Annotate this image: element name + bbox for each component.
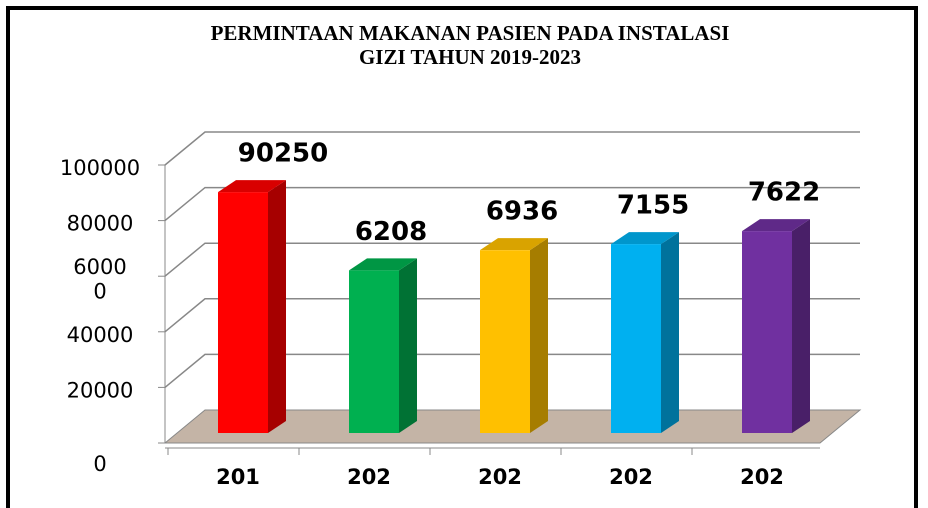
y-tick-label: 80000: [67, 212, 134, 236]
bar-side: [661, 232, 679, 433]
chart-frame: [6, 6, 918, 508]
x-tick-label: 202: [740, 465, 784, 489]
chart-title: PERMINTAAN MAKANAN PASIEN PADA INSTALASI…: [211, 21, 730, 69]
x-tick-label: 202: [347, 465, 391, 489]
x-tick-label: 202: [478, 465, 522, 489]
bar-top: [742, 219, 810, 232]
y-tick-label: 0: [93, 452, 106, 476]
value-label: 7155: [617, 191, 689, 221]
bar-top: [480, 238, 548, 251]
bar: [218, 192, 268, 433]
bar-side: [792, 219, 810, 433]
y-tick-label: 40000: [67, 323, 134, 347]
bar: [349, 270, 399, 433]
bar-top: [349, 258, 417, 271]
grid-line: [164, 186, 860, 222]
bar: [480, 250, 530, 433]
y-tick-label: 20000: [67, 378, 134, 402]
grid-line: [164, 131, 860, 166]
bar-side: [399, 258, 417, 433]
bar-top: [218, 180, 286, 193]
x-tick-label: 202: [609, 465, 653, 489]
y-tick-label: 6000 0: [73, 255, 126, 303]
x-tick-label: 201: [216, 465, 260, 489]
value-label: 6208: [355, 217, 427, 247]
bar: [742, 231, 792, 433]
y-tick-label: 100000: [60, 156, 140, 180]
bar-side: [268, 180, 286, 433]
value-label: 7622: [748, 178, 820, 208]
value-label: 90250: [238, 139, 328, 169]
bar: [611, 244, 661, 433]
bar-top: [611, 232, 679, 245]
value-label: 6936: [486, 197, 558, 227]
bar-side: [530, 238, 548, 433]
